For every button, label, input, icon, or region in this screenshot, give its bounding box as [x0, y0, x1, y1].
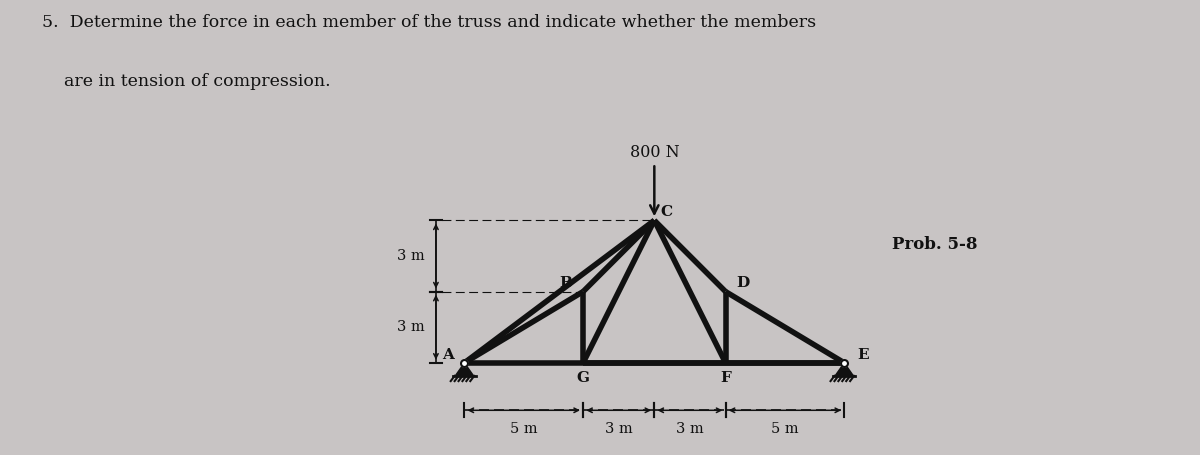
Text: F: F — [720, 371, 731, 385]
Text: 3 m: 3 m — [397, 249, 425, 263]
Text: 5 m: 5 m — [772, 422, 799, 436]
Polygon shape — [835, 363, 853, 376]
Text: C: C — [660, 205, 672, 219]
Text: 3 m: 3 m — [676, 422, 704, 436]
Polygon shape — [455, 363, 474, 376]
Text: 5 m: 5 m — [510, 422, 538, 436]
Text: A: A — [442, 348, 454, 362]
Text: Prob. 5-8: Prob. 5-8 — [892, 236, 977, 253]
Text: are in tension of compression.: are in tension of compression. — [42, 73, 331, 90]
Text: 3 m: 3 m — [397, 320, 425, 334]
Text: G: G — [577, 371, 589, 385]
Text: 3 m: 3 m — [605, 422, 632, 436]
Text: B: B — [559, 276, 572, 290]
Text: 800 N: 800 N — [630, 144, 679, 161]
Text: D: D — [737, 276, 750, 290]
Text: 5.  Determine the force in each member of the truss and indicate whether the mem: 5. Determine the force in each member of… — [42, 14, 816, 30]
Text: E: E — [857, 348, 869, 362]
